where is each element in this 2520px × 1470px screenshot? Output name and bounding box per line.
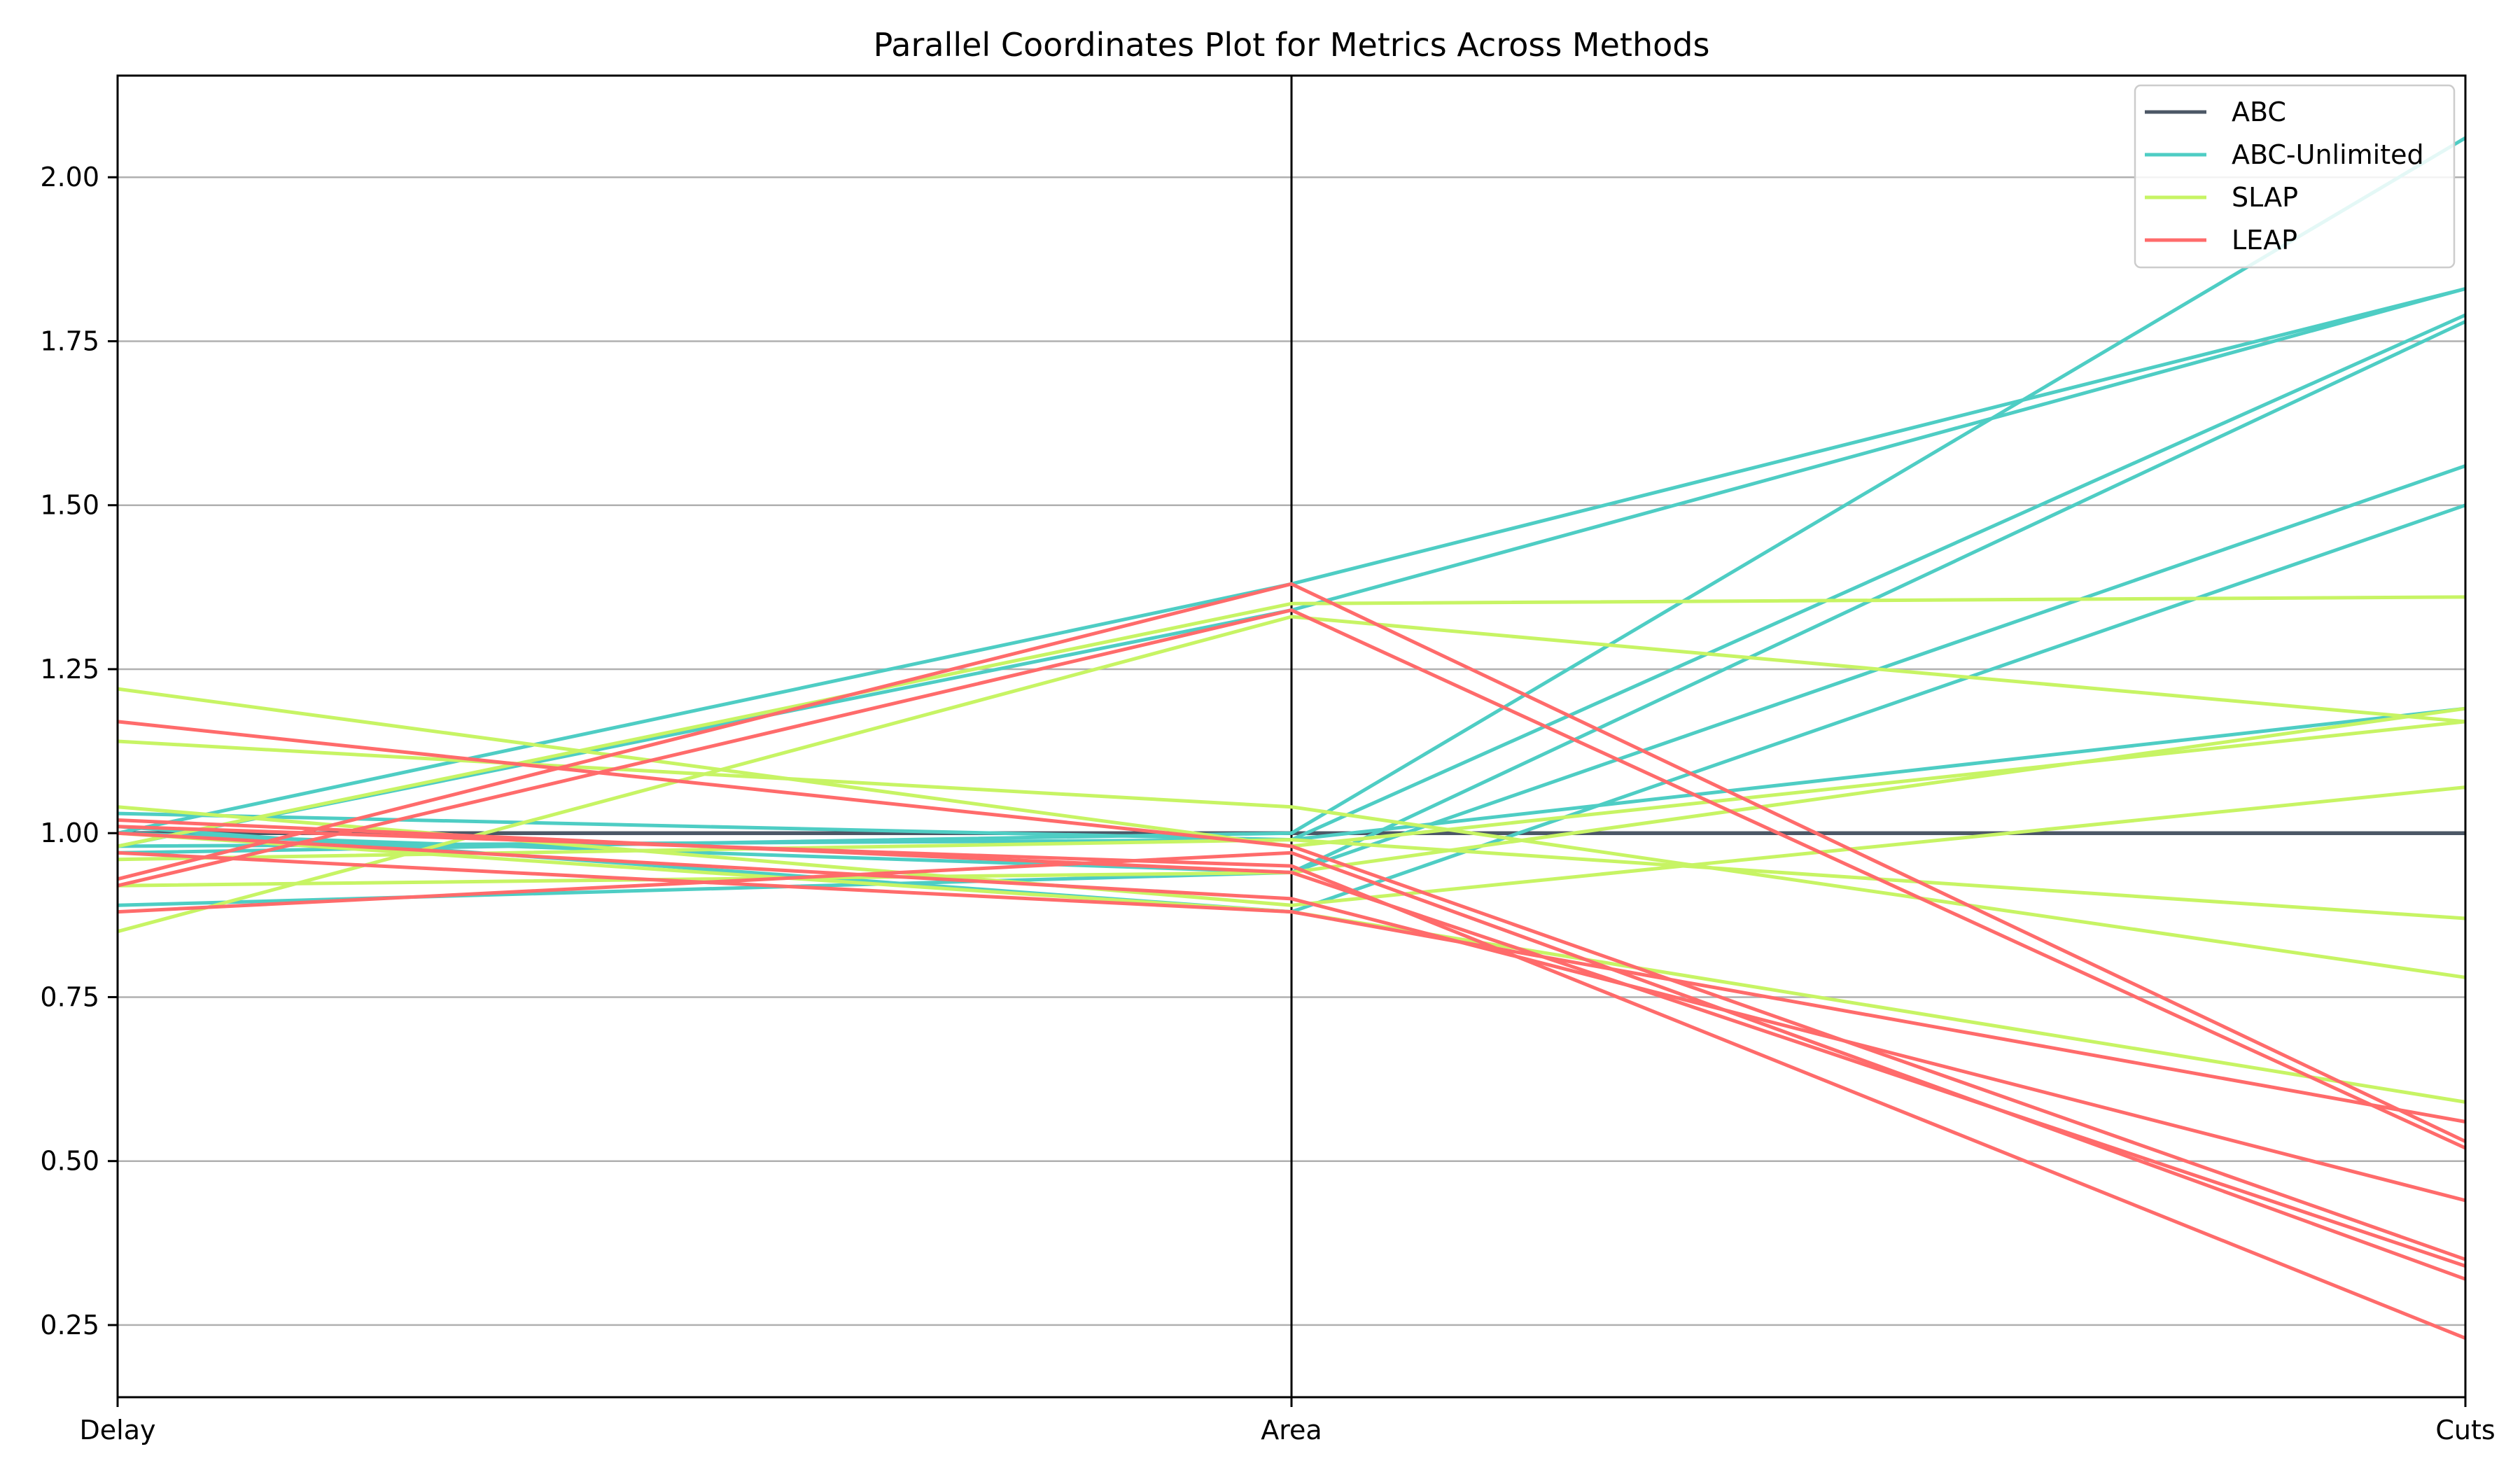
chart-title: Parallel Coordinates Plot for Metrics Ac… [874,26,1710,64]
series-line-slap [117,838,2466,920]
axis-labels: Delay Area Cuts [80,1397,2496,1446]
series-line-abc-unlimited [117,136,2467,855]
series-line-leap [117,850,2466,1281]
series-line-slap [117,595,2466,848]
y-tick-label: 1.25 [40,654,99,685]
series-line-leap [117,818,2466,1268]
axis-label-area: Area [1261,1415,1322,1446]
axis-label-delay: Delay [80,1415,156,1446]
y-tick-labels: 0.25 0.50 0.75 1.00 1.25 1.50 1.75 2.00 [40,162,118,1340]
y-tick-label: 0.25 [40,1310,99,1340]
series-line-slap [117,615,2466,934]
y-tick-label: 0.75 [40,981,99,1012]
y-tick-label: 0.50 [40,1146,99,1177]
axis-label-cuts: Cuts [2435,1415,2495,1446]
series-lines [117,136,2467,1340]
legend-label-abc-unlimited: ABC-Unlimited [2232,139,2424,170]
y-tick-label: 2.00 [40,162,99,192]
y-tick-label: 1.50 [40,490,99,521]
legend-label-leap: LEAP [2232,225,2297,255]
series-line-leap [117,608,2467,1150]
legend-box [2134,84,2456,269]
series-line-leap [117,850,2466,1124]
legend: ABC ABC-Unlimited SLAP LEAP [2134,84,2456,269]
series-line-leap [117,831,2466,1203]
legend-label-slap: SLAP [2232,182,2298,213]
series-line-leap [117,582,2467,1143]
y-tick-label: 1.00 [40,818,99,848]
series-line-leap [117,825,2466,1340]
y-tick-label: 1.75 [40,326,99,356]
legend-label-abc: ABC [2232,97,2286,127]
series-line-leap [117,720,2466,1261]
